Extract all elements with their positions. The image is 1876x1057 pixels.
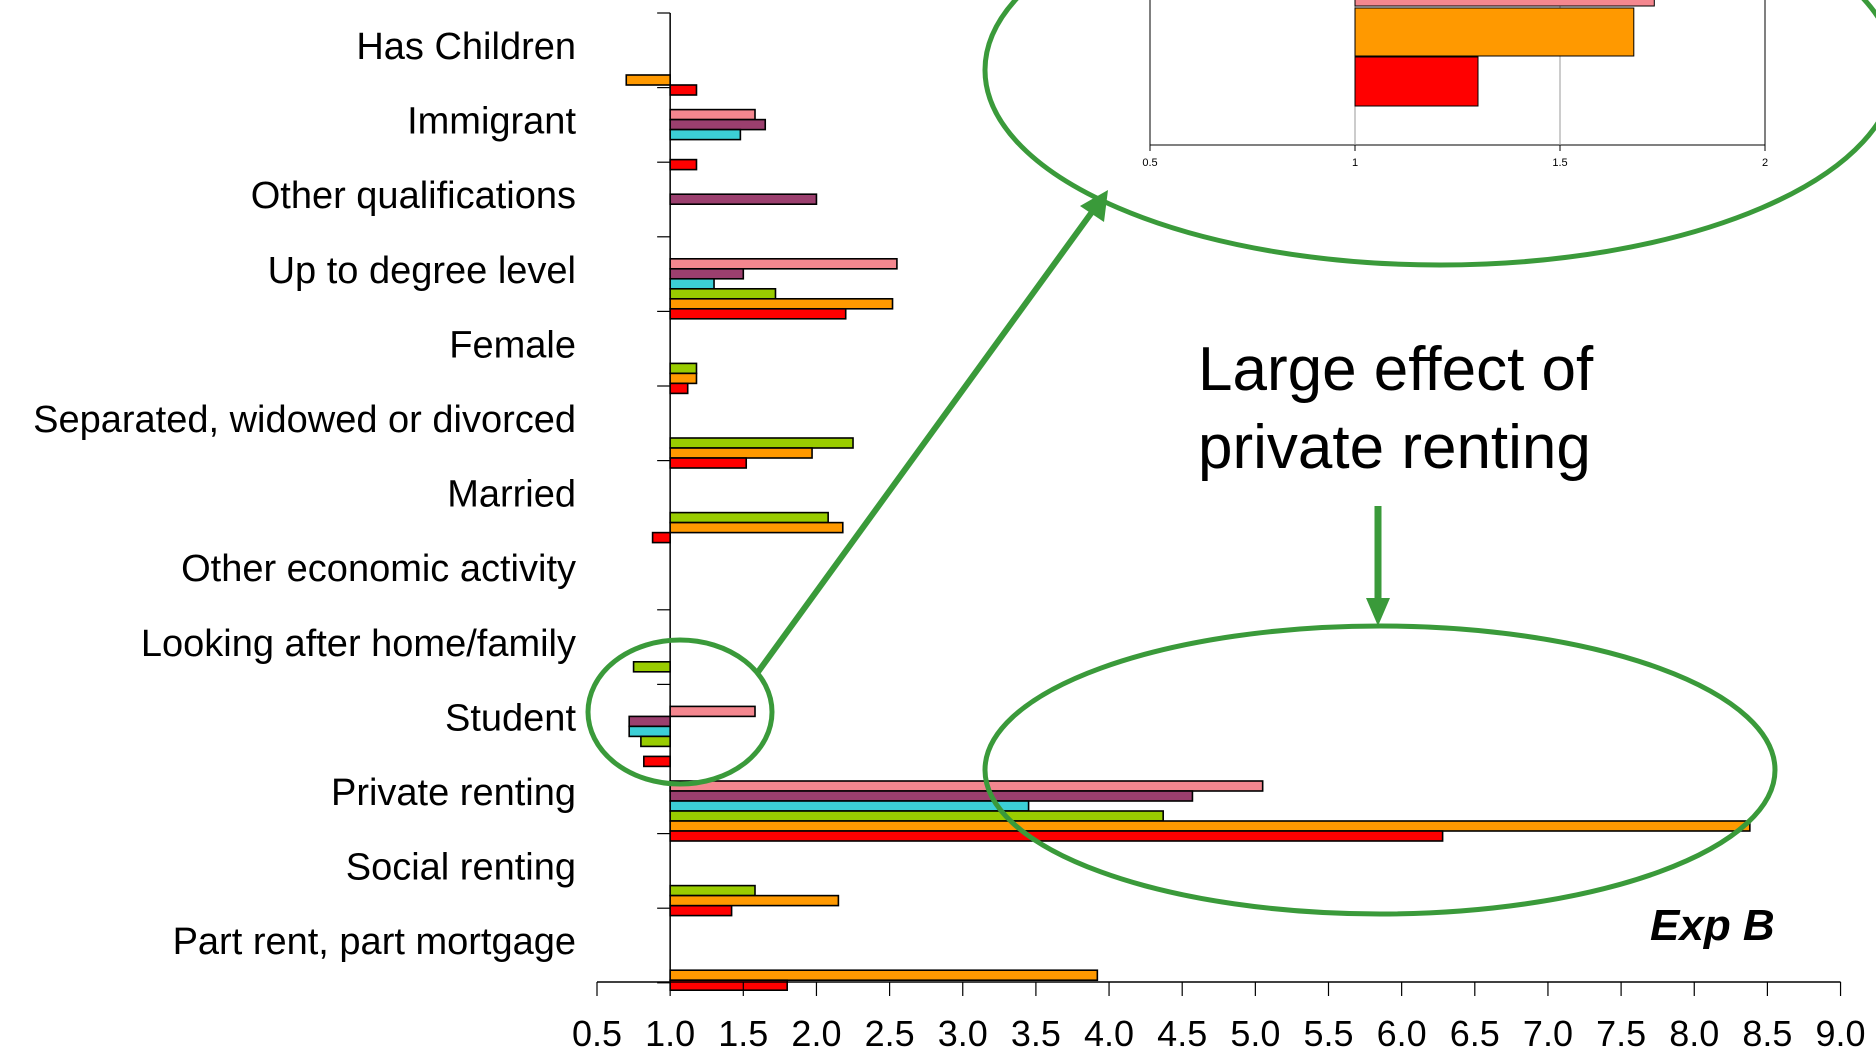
x-tick-label: 1.5 (718, 1013, 768, 1054)
inset-highlight-ellipse (982, 0, 1876, 268)
bar (669, 193, 818, 205)
category-label: Separated, widowed or divorced (33, 399, 576, 441)
x-tick-label: 6.5 (1450, 1013, 1500, 1054)
x-tick-label: 1.0 (645, 1013, 695, 1054)
x-tick-label: 7.5 (1596, 1013, 1646, 1054)
annotation-layer: Large effect of private renting Exp B (585, 0, 1876, 950)
bar (628, 715, 671, 728)
inset-bar (1354, 0, 1655, 7)
axis-label-expb: Exp B (1650, 901, 1775, 950)
category-label: Looking after home/family (141, 623, 576, 665)
bar (669, 287, 777, 300)
zoom-arrow-head (1080, 190, 1108, 222)
category-label: Female (449, 324, 576, 366)
inset-tick-label: 1.5 (1552, 157, 1567, 169)
bar (628, 725, 671, 738)
bar (625, 74, 671, 86)
inset-bar (1354, 56, 1479, 107)
bar (669, 800, 1030, 812)
private-renting-highlight-ellipse (982, 623, 1778, 917)
student-highlight-ellipse (585, 637, 775, 787)
inset-tick-label: 0.5 (1142, 157, 1157, 169)
bar (651, 531, 671, 544)
main-chart-frame (657, 12, 671, 984)
bar (669, 372, 698, 385)
x-tick-label: 3.5 (1011, 1013, 1061, 1054)
x-tick-label: 7.0 (1523, 1013, 1573, 1054)
bar (669, 780, 1264, 792)
bar (632, 660, 671, 673)
x-tick-label: 0.5 (572, 1013, 622, 1054)
category-label: Part rent, part mortgage (173, 921, 576, 963)
x-tick-label: 6.0 (1377, 1013, 1427, 1054)
bar (669, 904, 733, 917)
x-tick-label: 4.0 (1084, 1013, 1134, 1054)
bar (669, 457, 748, 469)
callout-text-line2: private renting (1198, 413, 1591, 482)
bar (669, 158, 698, 171)
category-label: Private renting (331, 772, 576, 814)
x-tick-label: 9.0 (1816, 1013, 1866, 1054)
bar (669, 511, 829, 524)
callout-text-line1: Large effect of (1198, 335, 1594, 404)
bar (669, 894, 840, 907)
bar (669, 277, 715, 290)
bar (669, 267, 745, 280)
category-labels: Has Children Immigrant Other qualification… (33, 26, 576, 963)
bar (669, 521, 844, 534)
bar (669, 830, 1444, 842)
bar (669, 437, 854, 449)
bar (669, 790, 1194, 802)
x-tick-label: 4.5 (1157, 1013, 1207, 1054)
category-label: Social renting (346, 847, 576, 889)
bar (669, 447, 813, 459)
category-label: Has Children (356, 26, 576, 68)
inset-bar (1354, 7, 1635, 57)
category-label: Up to degree level (268, 250, 576, 292)
bar (669, 810, 1164, 822)
bar (669, 257, 898, 270)
bar (669, 118, 767, 131)
bar (669, 307, 847, 320)
bar (669, 128, 742, 141)
bar (669, 297, 894, 310)
bar (643, 755, 671, 768)
main-bars (625, 74, 1751, 992)
x-tick-label: 8.0 (1669, 1013, 1719, 1054)
inset-tick-label: 2 (1762, 157, 1768, 169)
zoom-inset: 0.5 1 1.5 2 (1142, 0, 1768, 169)
x-tick-label: 8.5 (1742, 1013, 1792, 1054)
bar (669, 884, 756, 897)
x-tick-label: 2.0 (791, 1013, 841, 1054)
callout-arrow-head (1366, 598, 1390, 626)
inset-tick-label: 1 (1352, 157, 1358, 169)
bar (669, 84, 698, 96)
zoom-arrow-line (755, 210, 1095, 674)
category-label: Student (445, 697, 576, 739)
category-label: Immigrant (407, 101, 576, 143)
x-tick-label: 2.5 (865, 1013, 915, 1054)
bar (669, 705, 756, 718)
category-label: Other economic activity (181, 548, 576, 590)
x-tick-label: 5.5 (1303, 1013, 1353, 1054)
bar (669, 969, 1099, 982)
bar (669, 382, 689, 395)
x-axis: 0.5 1.0 1.5 2.0 2.5 3.0 3.5 4.0 4.5 5.0 5.5 6.0 6.5 7… (572, 981, 1866, 1054)
category-label: Married (447, 474, 576, 516)
category-label: Other qualifications (251, 175, 576, 217)
x-tick-label: 5.0 (1230, 1013, 1280, 1054)
bar (640, 735, 671, 748)
bar (669, 820, 1751, 832)
x-tick-label: 3.0 (938, 1013, 988, 1054)
bar (669, 108, 756, 121)
bar (669, 362, 698, 375)
